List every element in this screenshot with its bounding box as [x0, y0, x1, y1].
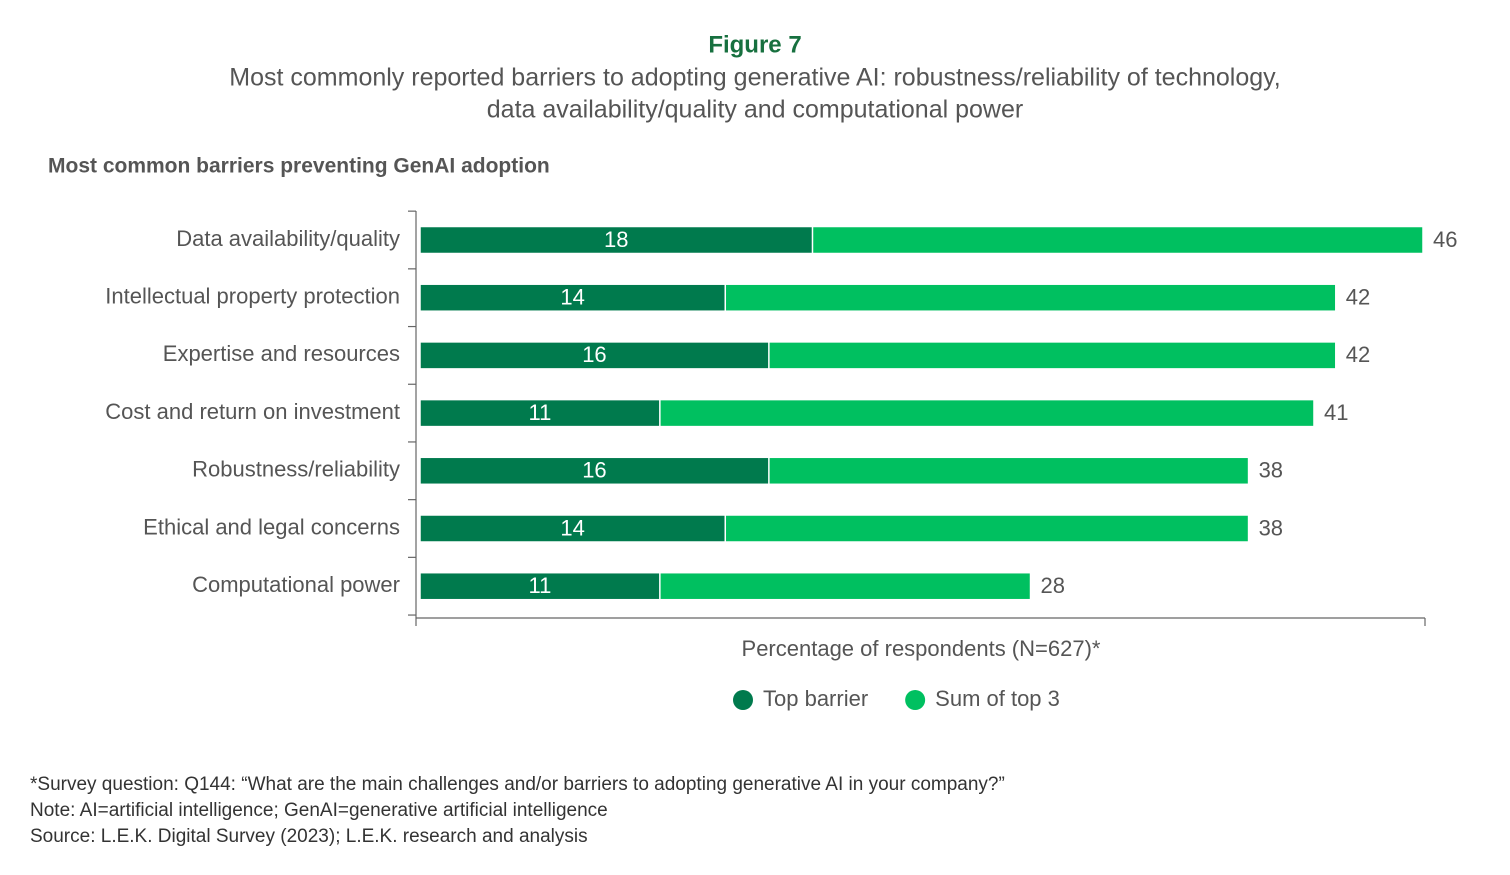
- y-tick-label: Expertise and resources: [163, 341, 400, 366]
- data-label: 41: [1324, 400, 1348, 425]
- y-tick-label: Cost and return on investment: [105, 399, 400, 424]
- legend-marker: [905, 690, 926, 710]
- y-tick-label: Ethical and legal concerns: [143, 514, 400, 539]
- data-label: 16: [582, 342, 606, 367]
- y-tick-label: Data availability/quality: [176, 226, 400, 251]
- x-axis-label: Percentage of respondents (N=627)*: [742, 636, 1101, 661]
- bar: [419, 514, 727, 543]
- legend-label: Sum of top 3: [935, 686, 1060, 711]
- data-label: 16: [582, 458, 606, 483]
- data-label: 11: [529, 573, 552, 598]
- footnote: *Survey question: Q144: “What are the ma…: [30, 774, 1005, 795]
- data-label: 28: [1041, 573, 1065, 598]
- data-label: 14: [560, 515, 584, 540]
- data-label: 18: [604, 227, 628, 252]
- y-tick-label: Intellectual property protection: [105, 284, 400, 309]
- data-label: 38: [1259, 515, 1283, 540]
- footnote: Note: AI=artificial intelligence; GenAI=…: [30, 800, 608, 821]
- chart-title: data availability/quality and computatio…: [487, 96, 1023, 124]
- footnote: Source: L.E.K. Digital Survey (2023); L.…: [30, 826, 588, 847]
- y-tick-label: Robustness/reliability: [192, 457, 400, 482]
- chart-title: Most commonly reported barriers to adopt…: [229, 64, 1280, 92]
- bar: [419, 456, 770, 486]
- data-label: 11: [529, 400, 552, 425]
- figure-label: Figure 7: [708, 31, 801, 58]
- data-label: 38: [1259, 458, 1283, 483]
- bar: [419, 341, 770, 370]
- data-label: 14: [560, 285, 584, 310]
- y-tick-label: Computational power: [192, 572, 400, 597]
- chart-subtitle: Most common barriers preventing GenAI ad…: [48, 155, 550, 178]
- bar: [419, 398, 661, 428]
- data-label: 42: [1346, 342, 1370, 367]
- legend-marker: [733, 690, 753, 710]
- data-label: 42: [1346, 285, 1370, 310]
- legend-label: Top barrier: [763, 686, 868, 711]
- data-label: 46: [1433, 227, 1457, 252]
- bar: [419, 283, 727, 312]
- bar: [419, 225, 814, 255]
- bar: [419, 571, 661, 601]
